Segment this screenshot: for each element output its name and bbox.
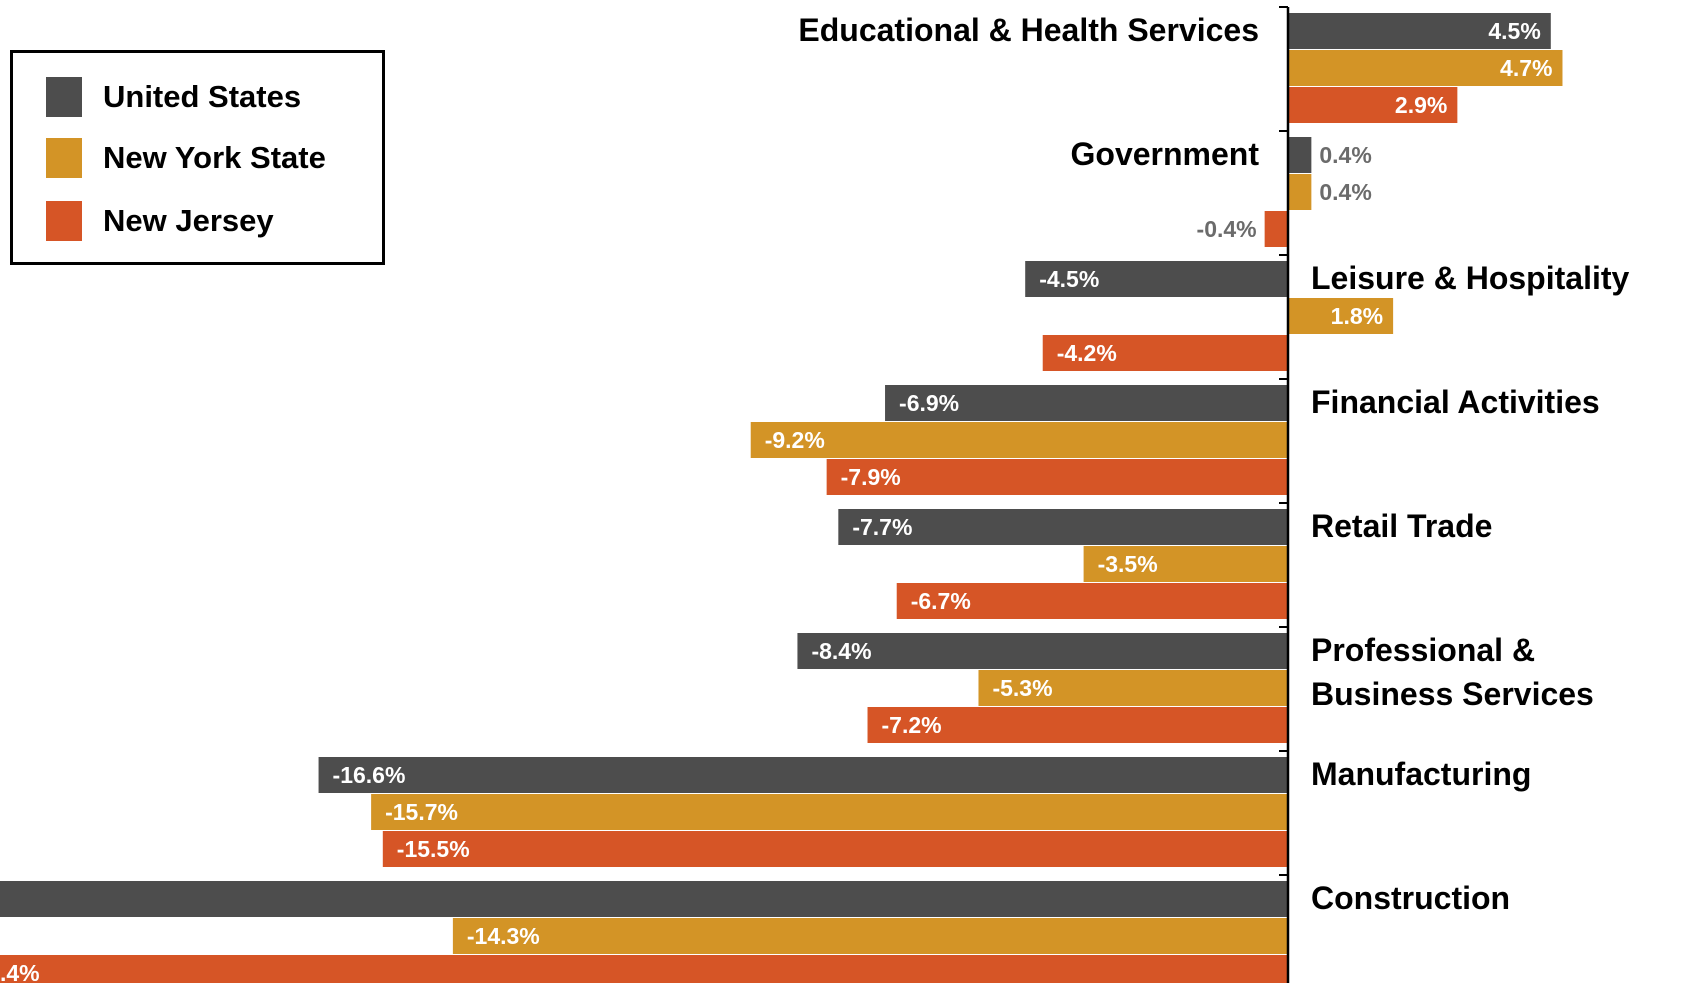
value-label-new-york-state-government: 0.4% xyxy=(1319,179,1371,205)
value-label-new-jersey-financial-activities: -7.9% xyxy=(841,464,901,490)
bar-united-states-construction xyxy=(0,881,1288,917)
bar-united-states-leisure-and-hospitality xyxy=(1025,261,1288,297)
bar-united-states-government xyxy=(1288,137,1312,173)
category-label-leisure-and-hospitality: Leisure & Hospitality xyxy=(1311,260,1630,296)
legend-swatch-united-states xyxy=(46,77,82,117)
category-label-financial-activities: Financial Activities xyxy=(1311,384,1600,420)
legend-item-new-york-state: New York State xyxy=(46,138,326,178)
bar-new-jersey-government xyxy=(1264,211,1288,247)
bar-new-jersey-construction xyxy=(0,955,1289,983)
legend-label-new-york-state: New York State xyxy=(103,140,326,175)
bar-new-jersey-retail-trade xyxy=(896,583,1288,619)
category-label-educational-and-health-services: Educational & Health Services xyxy=(798,12,1259,48)
bar-united-states-retail-trade xyxy=(838,509,1288,545)
category-label-construction: Construction xyxy=(1311,880,1510,916)
bar-united-states-manufacturing xyxy=(318,757,1288,793)
value-label-united-states-retail-trade: -7.7% xyxy=(852,514,912,540)
bar-united-states-professional-and-business-services xyxy=(797,633,1288,669)
value-label-new-jersey-leisure-and-hospitality: -4.2% xyxy=(1057,340,1117,366)
value-label-new-york-state-leisure-and-hospitality: 1.8% xyxy=(1331,303,1383,329)
bar-new-jersey-manufacturing xyxy=(382,831,1288,867)
bar-new-york-state-leisure-and-hospitality xyxy=(1288,298,1394,334)
value-label-new-york-state-educational-and-health-services: 4.7% xyxy=(1500,55,1552,81)
value-label-united-states-financial-activities: -6.9% xyxy=(899,390,959,416)
legend-label-united-states: United States xyxy=(103,79,302,114)
legend-item-united-states: United States xyxy=(46,77,301,117)
bar-new-york-state-educational-and-health-services xyxy=(1288,50,1563,86)
category-label-retail-trade: Retail Trade xyxy=(1311,508,1492,544)
bar-united-states-educational-and-health-services xyxy=(1288,13,1551,49)
bar-new-york-state-financial-activities xyxy=(750,422,1288,458)
value-label-new-york-state-manufacturing: -15.7% xyxy=(385,799,458,825)
value-label-united-states-manufacturing: -16.6% xyxy=(333,762,406,788)
value-label-new-york-state-construction: -14.3% xyxy=(467,923,540,949)
bar-new-jersey-leisure-and-hospitality xyxy=(1042,335,1288,371)
value-label-united-states-government: 0.4% xyxy=(1319,142,1371,168)
category-label-professional-and-business-services: Professional & Business Services xyxy=(1311,632,1594,712)
value-label-new-york-state-professional-and-business-services: -5.3% xyxy=(992,675,1052,701)
value-label-united-states-leisure-and-hospitality: -4.5% xyxy=(1039,266,1099,292)
bar-united-states-financial-activities xyxy=(885,385,1288,421)
value-label-new-jersey-professional-and-business-services: -7.2% xyxy=(882,712,942,738)
bar-new-jersey-educational-and-health-services xyxy=(1288,87,1458,123)
legend-item-new-jersey: New Jersey xyxy=(46,201,274,241)
bar-new-york-state-retail-trade xyxy=(1083,546,1288,582)
value-label-united-states-educational-and-health-services: 4.5% xyxy=(1488,18,1540,44)
bar-new-jersey-professional-and-business-services xyxy=(867,707,1288,743)
value-label-new-jersey-construction: .4% xyxy=(0,960,40,983)
legend: United States New York State New Jersey xyxy=(10,50,385,265)
bar-new-jersey-financial-activities xyxy=(826,459,1288,495)
value-label-new-york-state-retail-trade: -3.5% xyxy=(1098,551,1158,577)
category-label-manufacturing: Manufacturing xyxy=(1311,756,1531,792)
legend-swatch-new-york-state xyxy=(46,138,82,178)
value-label-united-states-professional-and-business-services: -8.4% xyxy=(811,638,871,664)
category-label-government: Government xyxy=(1071,136,1260,172)
bar-new-york-state-manufacturing xyxy=(371,794,1288,830)
bar-new-york-state-construction xyxy=(452,918,1288,954)
legend-label-new-jersey: New Jersey xyxy=(103,203,274,238)
value-label-new-jersey-government: -0.4% xyxy=(1197,216,1257,242)
bar-new-york-state-government xyxy=(1288,174,1312,210)
value-label-new-jersey-manufacturing: -15.5% xyxy=(397,836,470,862)
value-label-new-jersey-educational-and-health-services: 2.9% xyxy=(1395,92,1447,118)
value-label-new-jersey-retail-trade: -6.7% xyxy=(911,588,971,614)
value-label-new-york-state-financial-activities: -9.2% xyxy=(765,427,825,453)
legend-swatch-new-jersey xyxy=(46,201,82,241)
bar-new-york-state-professional-and-business-services xyxy=(978,670,1288,706)
